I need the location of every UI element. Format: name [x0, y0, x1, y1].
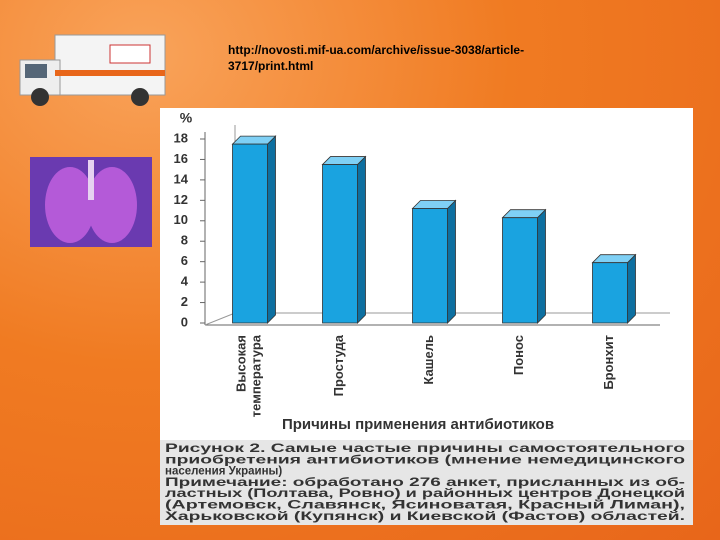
caption-line: Примечание: обработано 276 анкет, присла…	[165, 477, 685, 489]
x-tick-label: Бронхит	[601, 335, 616, 390]
axis-depth	[204, 312, 236, 326]
lungs-image	[30, 157, 152, 247]
x-tick-label-line: Кашель	[421, 335, 436, 385]
bar-top	[501, 209, 547, 219]
x-tick-label: Высокаятемпература	[234, 334, 264, 417]
caption-line: Харьковской (Купянск) и Киевской (Фастов…	[165, 511, 685, 523]
y-tick-label: 16	[174, 151, 188, 166]
bar-side	[627, 253, 636, 324]
ambulance-image	[19, 34, 166, 106]
x-axis-label: Причины применения антибиотиков	[282, 416, 554, 433]
caption-line: приобретения антибиотиков (мнение немеди…	[165, 454, 685, 466]
y-tick-label: 4	[181, 274, 189, 289]
bar-top	[321, 156, 367, 165]
bar-top	[411, 200, 457, 209]
url-line: http://novosti.mif-ua.com/archive/issue-…	[228, 43, 524, 57]
bar	[232, 143, 268, 324]
y-tick-label: 6	[181, 253, 188, 268]
bar-top	[231, 135, 277, 145]
caption-panel	[160, 440, 693, 525]
y-tick-label: 12	[174, 192, 188, 207]
x-tick-label: Кашель	[421, 335, 436, 385]
y-tick-label: 10	[174, 212, 188, 227]
y-tick-label: 0	[181, 314, 188, 329]
bar-side	[447, 199, 456, 324]
caption-line: (Артемовск, Славянск, Ясиноватая, Красны…	[165, 500, 685, 512]
y-tick-label: 2	[181, 294, 188, 309]
caption-line: Рисунок 2. Самые частые причины самостоя…	[165, 443, 685, 455]
bar	[502, 217, 538, 324]
x-tick-label-line: Простуда	[331, 334, 346, 396]
x-tick-label-line: Высокая	[234, 335, 249, 392]
x-tick-label-line: температура	[249, 334, 264, 417]
x-tick-label-line: Бронхит	[601, 335, 616, 390]
x-tick-label-line: Понос	[511, 335, 526, 375]
y-tick-label: 14	[174, 171, 189, 186]
y-tick-label: 18	[174, 130, 188, 145]
bar-side	[267, 135, 276, 324]
caption-line: населения Украины)	[165, 466, 282, 478]
y-axis-label: %	[180, 110, 193, 126]
bar-side	[357, 155, 366, 324]
y-tick-label: 8	[181, 233, 188, 248]
caption-line: ластных (Полтава, Ровно) и районных цент…	[165, 488, 685, 500]
bar-top	[591, 254, 637, 264]
x-tick-label: Понос	[511, 335, 526, 375]
bar-side	[537, 208, 546, 324]
x-tick-label: Простуда	[331, 334, 346, 396]
bar	[412, 208, 448, 324]
bar	[322, 164, 358, 324]
url-line: 3717/print.html	[228, 59, 313, 73]
bar	[592, 262, 628, 324]
